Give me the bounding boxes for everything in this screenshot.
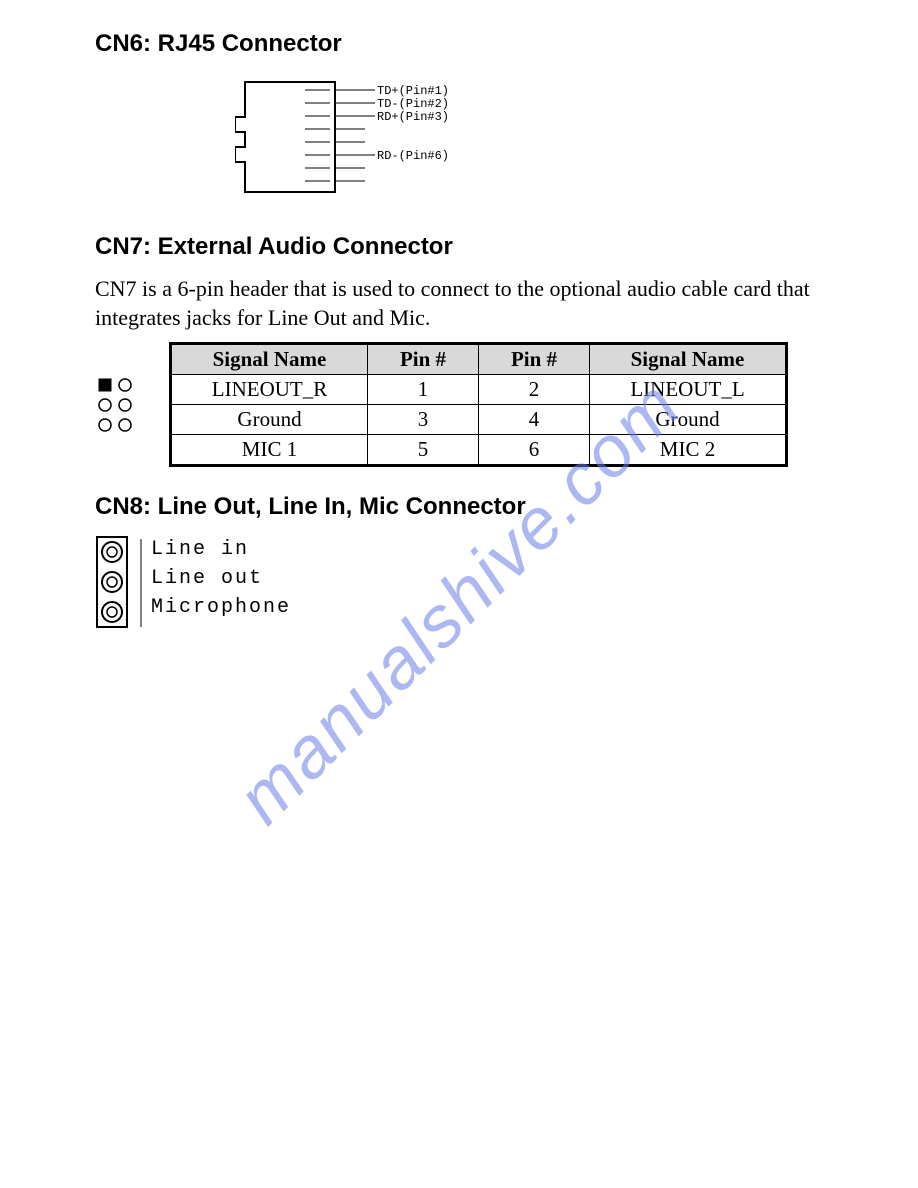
section-cn8: CN8: Line Out, Line In, Mic Connector Li… [95, 493, 823, 631]
table-cell: 6 [479, 435, 590, 466]
cn6-diagram: TD+(Pin#1)TD-(Pin#2)RD+(Pin#3) RD-(Pin#6) [235, 72, 823, 207]
cn8-heading: CN8: Line Out, Line In, Mic Connector [95, 493, 823, 521]
jack-label: Line out [151, 564, 291, 593]
jack-label: Line in [151, 535, 291, 564]
section-cn7: CN7: External Audio Connector CN7 is a 6… [95, 233, 823, 467]
table-cell: 5 [368, 435, 479, 466]
cn7-heading: CN7: External Audio Connector [95, 233, 823, 261]
section-cn6: CN6: RJ45 Connector TD+(Pin#1)TD-(Pin#2)… [95, 30, 823, 207]
table-cell: LINEOUT_L [590, 375, 787, 405]
table-row: LINEOUT_R12LINEOUT_L [171, 375, 787, 405]
table-header: Pin # [479, 344, 590, 375]
table-cell: 4 [479, 405, 590, 435]
cn7-pin-table: Signal NamePin #Pin #Signal Name LINEOUT… [169, 342, 788, 467]
table-cell: 1 [368, 375, 479, 405]
cn8-jack-labels: Line inLine outMicrophone [151, 535, 291, 622]
table-row: Ground34Ground [171, 405, 787, 435]
cn8-jack-diagram [95, 535, 131, 631]
cn7-description: CN7 is a 6-pin header that is used to co… [95, 275, 823, 332]
cn6-heading: CN6: RJ45 Connector [95, 30, 823, 58]
table-cell: 3 [368, 405, 479, 435]
table-header: Signal Name [590, 344, 787, 375]
table-row: MIC 156MIC 2 [171, 435, 787, 466]
table-header: Pin # [368, 344, 479, 375]
table-cell: LINEOUT_R [171, 375, 368, 405]
table-cell: MIC 2 [590, 435, 787, 466]
table-cell: Ground [171, 405, 368, 435]
rj45-pin-label: RD+(Pin#3) [377, 110, 449, 124]
table-cell: 2 [479, 375, 590, 405]
rj45-pin-label: TD-(Pin#2) [377, 97, 449, 111]
table-cell: Ground [590, 405, 787, 435]
table-header: Signal Name [171, 344, 368, 375]
jack-label: Microphone [151, 593, 291, 622]
cn7-header-diagram [95, 375, 139, 435]
rj45-pin-label: TD+(Pin#1) [377, 84, 449, 98]
table-cell: MIC 1 [171, 435, 368, 466]
rj45-pin-label: RD-(Pin#6) [377, 149, 449, 163]
